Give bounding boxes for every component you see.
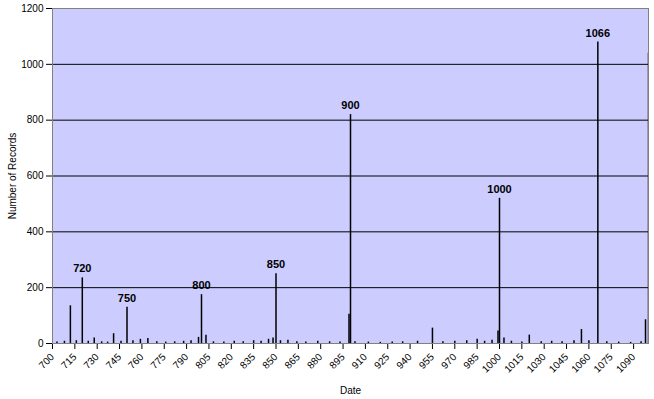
svg-text:940: 940: [394, 351, 414, 371]
svg-text:700: 700: [37, 351, 57, 371]
svg-text:1030: 1030: [524, 351, 548, 375]
svg-text:Number of Records: Number of Records: [7, 133, 18, 220]
svg-text:970: 970: [439, 351, 459, 371]
svg-text:790: 790: [171, 351, 191, 371]
svg-text:Date: Date: [340, 385, 362, 396]
svg-text:200: 200: [27, 282, 44, 293]
svg-text:760: 760: [126, 351, 146, 371]
svg-text:865: 865: [282, 351, 302, 371]
svg-text:745: 745: [104, 351, 124, 371]
svg-text:925: 925: [372, 351, 392, 371]
svg-text:730: 730: [81, 351, 101, 371]
svg-text:1200: 1200: [21, 3, 44, 14]
svg-text:800: 800: [27, 114, 44, 125]
svg-text:805: 805: [193, 351, 213, 371]
svg-text:720: 720: [73, 262, 91, 274]
svg-text:895: 895: [327, 351, 347, 371]
svg-text:800: 800: [192, 279, 210, 291]
svg-text:955: 955: [417, 351, 437, 371]
svg-text:850: 850: [260, 351, 280, 371]
svg-text:400: 400: [27, 226, 44, 237]
svg-text:600: 600: [27, 170, 44, 181]
svg-text:1000: 1000: [487, 183, 511, 195]
svg-text:1075: 1075: [591, 351, 615, 375]
svg-text:1000: 1000: [21, 59, 44, 70]
svg-text:900: 900: [341, 99, 359, 111]
svg-text:1066: 1066: [586, 27, 610, 39]
svg-text:820: 820: [215, 351, 235, 371]
svg-text:1000: 1000: [480, 351, 504, 375]
svg-text:750: 750: [118, 292, 136, 304]
svg-text:850: 850: [267, 258, 285, 270]
svg-text:0: 0: [38, 338, 44, 349]
svg-text:880: 880: [305, 351, 325, 371]
svg-text:835: 835: [238, 351, 258, 371]
svg-text:1090: 1090: [614, 351, 638, 375]
svg-text:1015: 1015: [502, 351, 526, 375]
svg-text:985: 985: [461, 351, 481, 371]
svg-text:775: 775: [148, 351, 168, 371]
svg-text:715: 715: [59, 351, 79, 371]
svg-text:910: 910: [349, 351, 369, 371]
svg-text:1060: 1060: [569, 351, 593, 375]
svg-text:1045: 1045: [547, 351, 571, 375]
